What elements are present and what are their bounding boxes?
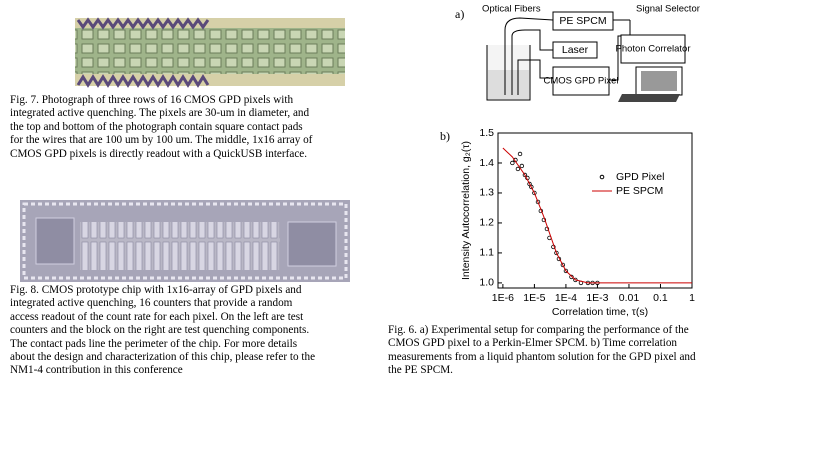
- y-tick-label: 1.4: [479, 157, 494, 169]
- caption-line: CMOS GPD pixel to a Perkin-Elmer SPCM. b…: [388, 337, 678, 350]
- y-tick-label: 1.1: [479, 247, 494, 259]
- data-point: [515, 166, 521, 172]
- label: CMOS GPD Pixel: [544, 76, 619, 87]
- x-tick-label: 1E-3: [586, 292, 608, 304]
- x-tick-label: 1E-6: [492, 292, 514, 304]
- data-point: [569, 274, 574, 280]
- x-tick-label: 1: [689, 292, 695, 304]
- data-point: [522, 172, 528, 178]
- data-point: [535, 199, 541, 205]
- x-axis-label: Correlation time, τ(s): [552, 306, 648, 318]
- y-tick-label: 1.2: [479, 217, 494, 229]
- label: Photon Correlator: [616, 44, 691, 55]
- data-point: [554, 250, 559, 256]
- fig7-photo: [75, 17, 345, 88]
- label: Optical Fibers: [482, 4, 541, 15]
- caption-line: integrated active quenching. The pixels …: [10, 107, 310, 120]
- data-point: [519, 163, 525, 169]
- panel-label: b): [440, 129, 450, 143]
- data-point: [510, 160, 515, 166]
- caption-line: integrated active quenching, 16 counters…: [10, 297, 293, 310]
- y-tick-label: 1.3: [479, 187, 494, 199]
- x-tick-label: 0.01: [619, 292, 640, 304]
- plot-frame: [497, 132, 693, 289]
- label: PE SPCM: [559, 15, 606, 27]
- caption-line: the PE SPCM.: [388, 364, 453, 377]
- y-tick-label: 1.5: [479, 127, 494, 139]
- caption-line: the top and bottom of the photograph con…: [10, 120, 303, 133]
- data-point: [560, 262, 566, 268]
- data-point: [532, 190, 537, 196]
- caption-line: The contact pads line the perimeter of t…: [10, 337, 298, 350]
- setup-diagram: a) Optical Fibers PE SPCM Laser CMOS GPD…: [455, 4, 700, 102]
- legend-label: PE SPCM: [616, 185, 663, 197]
- panel-label: a): [455, 7, 464, 21]
- y-tick-label: 1.0: [479, 277, 494, 289]
- label: Laser: [562, 44, 589, 56]
- box: [620, 34, 686, 64]
- fig8-photo: [20, 200, 350, 282]
- caption-line: Fig. 7. Photograph of three rows of 16 C…: [10, 94, 294, 106]
- caption-line: for the wires that are 100 um by 100 um.…: [10, 134, 313, 147]
- x-tick-label: 0.1: [653, 292, 668, 304]
- caption-line: CMOS GPD pixels is directly readout with…: [10, 147, 308, 160]
- label: Signal Selector: [636, 4, 700, 15]
- box: [552, 66, 610, 96]
- caption-line: about the design and characterization of…: [10, 351, 316, 363]
- x-tick-label: 1E-4: [555, 292, 577, 304]
- box: [552, 41, 598, 59]
- caption-line: NM1-4 contribution in this conference: [10, 364, 183, 377]
- caption-line: counters and the block on the right are …: [10, 324, 310, 337]
- legend-label: GPD Pixel: [616, 171, 664, 183]
- data-point: [563, 268, 569, 274]
- caption-line: Fig. 8. CMOS prototype chip with 1x16-ar…: [10, 284, 302, 296]
- chart: 1.0 1.1 1.2 1.3 1.4 1.5 1E-6 1E-5 1E-4 1E-3 0.01 0.…: [460, 127, 695, 318]
- x-tick-label: 1E-5: [523, 292, 545, 304]
- box: [552, 11, 614, 31]
- caption-line: measurements from a liquid phantom solut…: [388, 350, 696, 363]
- data-point: [517, 151, 523, 157]
- caption-line: access readout of the count rate for eac…: [10, 310, 304, 323]
- data-line: [502, 147, 692, 284]
- data-point: [529, 184, 534, 190]
- y-axis-label: Intensity Autocorrelation, g₂(τ): [460, 141, 472, 280]
- legend-marker: [599, 174, 605, 180]
- caption-line: Fig. 6. a) Experimental setup for compar…: [388, 324, 689, 336]
